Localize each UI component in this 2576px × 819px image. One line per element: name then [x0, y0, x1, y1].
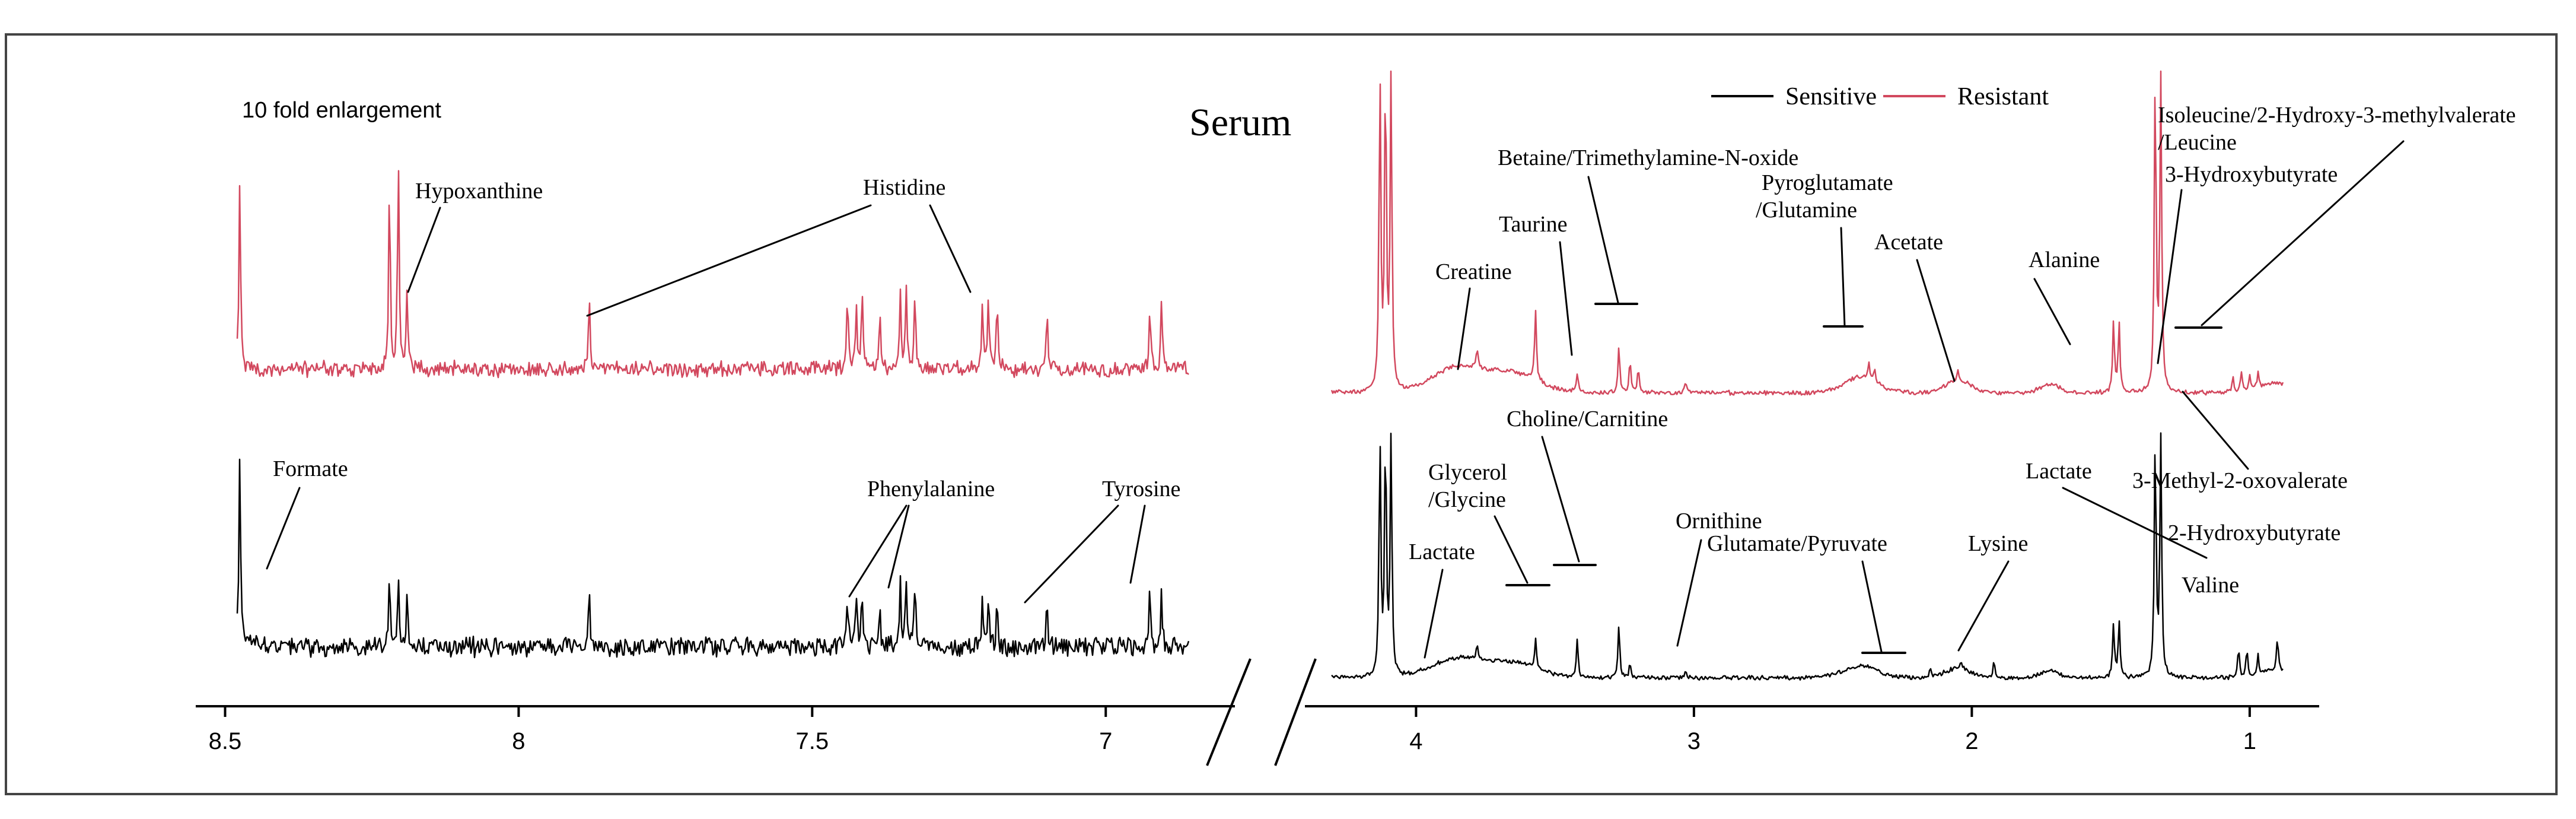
label-tyrosine: Tyrosine [1102, 477, 1180, 501]
leader-acetate [1916, 259, 1956, 382]
x-tick-label-aliphatic-1: 3 [1687, 728, 1701, 754]
label-alanine: Alanine [2029, 247, 2100, 272]
x-axes [196, 658, 2319, 766]
leader-histidine-2 [929, 204, 972, 293]
leader-histidine-1 [586, 204, 872, 317]
leader-lactate-2 [2062, 487, 2208, 559]
label-betaine-tmao: Betaine/Trimethylamine-N-oxide [1498, 145, 1798, 170]
axis-break-mark-right [1274, 658, 1317, 766]
label-3-hydroxybutyrate: 3-Hydroxybutyrate [2165, 162, 2338, 187]
x-tick-label-aliphatic-2: 2 [1965, 728, 1978, 754]
x-tick-label-aromatic-1: 8 [512, 728, 525, 754]
label-lysine: Lysine [1968, 531, 2028, 556]
label-ornithine: Ornithine [1676, 509, 1762, 534]
label-histidine: Histidine [863, 175, 945, 200]
x-tick-label-aromatic-3: 7 [1099, 728, 1112, 754]
label-lactate-2: Lactate [2026, 459, 2092, 484]
peak-annotations: Hypoxanthine Histidine Formate Phenylala… [266, 103, 2516, 659]
legend-label-sensitive: Sensitive [1785, 83, 1877, 110]
axis-break-mark-left [1206, 658, 1252, 766]
leader-3-methyl-2-oxovalerate [2182, 391, 2249, 470]
label-valine: Valine [2182, 573, 2239, 598]
leader-taurine [1559, 241, 1573, 356]
label-formate: Formate [273, 456, 348, 481]
leader-3-hydroxybutyrate [2157, 189, 2183, 364]
label-leucine: /Leucine [2158, 130, 2237, 155]
legend-label-resistant: Resistant [1957, 83, 2049, 110]
label-isoleucine-hmv: Isoleucine/2-Hydroxy-3-methylvalerate [2158, 103, 2516, 128]
x-tick-label-aliphatic-0: 4 [1409, 728, 1422, 754]
label-lactate-1: Lactate [1409, 539, 1475, 564]
label-pyroglutamate: Pyroglutamate [1762, 170, 1893, 195]
leader-lactate-1 [1424, 569, 1444, 659]
label-hypoxanthine: Hypoxanthine [415, 179, 543, 204]
leader-betaine-tmao [1587, 176, 1619, 304]
label-acetate: Acetate [1874, 230, 1943, 255]
x-tick-label-aromatic-2: 7.5 [796, 728, 829, 754]
label-glycine: /Glycine [1428, 487, 1506, 512]
leader-phenylalanine-2 [887, 504, 910, 589]
leader-tyrosine-2 [1129, 504, 1146, 584]
leader-creatine [1457, 287, 1471, 370]
leader-isoleucine-leucine [2201, 140, 2405, 326]
leader-tyrosine-1 [1024, 504, 1119, 604]
label-3-methyl-2-oxovalerate: 3-Methyl-2-oxovalerate [2132, 468, 2348, 493]
label-2-hydroxybutyrate: 2-Hydroxybutyrate [2168, 520, 2341, 545]
spectrum-aliphatic-sensitive [1331, 432, 2284, 681]
leader-choline-carnitine [1541, 436, 1580, 563]
leader-phenylalanine-1 [848, 504, 908, 598]
leader-formate [266, 487, 301, 570]
label-phenylalanine: Phenylalanine [867, 477, 995, 501]
label-creatine: Creatine [1435, 259, 1512, 284]
chart-title: Serum [1189, 101, 1291, 144]
figure-frame [5, 33, 2558, 795]
label-glycerol: Glycerol [1428, 460, 1507, 485]
leader-glutamate-pyruvate [1861, 560, 1883, 653]
spectra-traces [236, 70, 2284, 681]
enlargement-note: 10 fold enlargement [242, 98, 441, 123]
x-tick-label-aliphatic-3: 1 [2243, 728, 2256, 754]
label-choline-carnitine: Choline/Carnitine [1507, 407, 1668, 431]
spectrum-aliphatic-resistant [1330, 70, 2284, 396]
leader-lysine [1957, 560, 2010, 652]
label-glutamine: /Glutamine [1756, 198, 1857, 223]
leader-ornithine [1676, 539, 1702, 647]
label-taurine: Taurine [1499, 212, 1568, 237]
leader-alanine [2033, 278, 2071, 345]
legend: Sensitive Resistant [1711, 83, 2049, 110]
x-tick-label-aromatic-0: 8.5 [209, 728, 242, 754]
spectrum-aromatic-resistant [236, 170, 1189, 379]
spectrum-aromatic-sensitive [236, 458, 1190, 659]
x-axis-ticks: 8.5 8 7.5 7 4 3 2 1 [209, 706, 2256, 754]
leader-pyroglutamate-glutamine [1840, 227, 1846, 328]
leader-glycerol-glycine [1494, 515, 1529, 584]
leader-hypoxanthine [407, 207, 441, 293]
label-glutamate-pyruvate: Glutamate/Pyruvate [1707, 531, 1887, 556]
